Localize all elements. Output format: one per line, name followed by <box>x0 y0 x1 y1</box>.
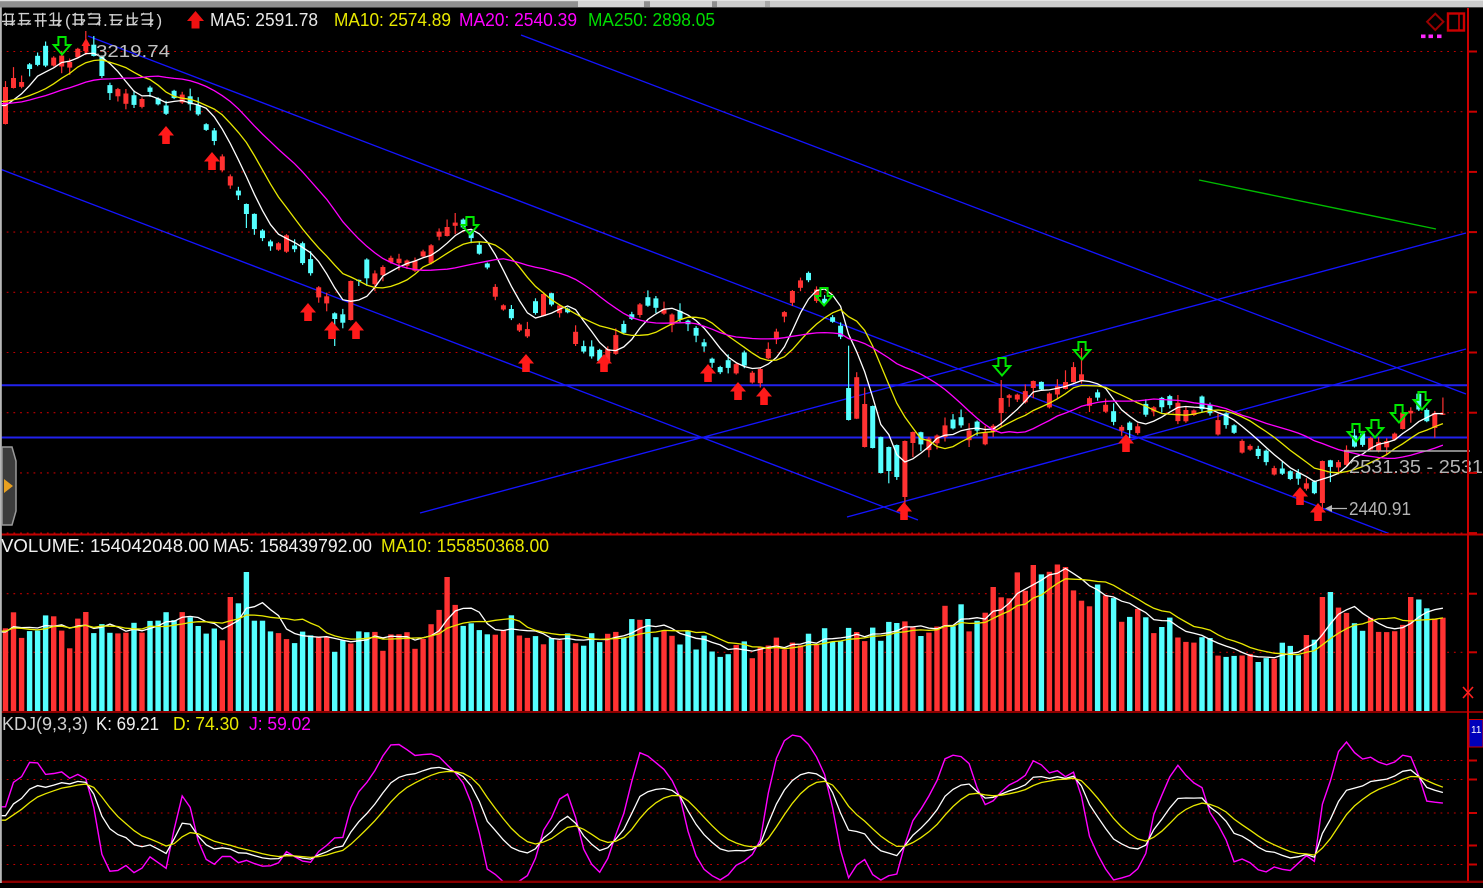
svg-text:MA10: 155850368.00: MA10: 155850368.00 <box>381 536 549 556</box>
svg-text:D: 74.30: D: 74.30 <box>173 714 239 734</box>
svg-text:.: . <box>103 11 108 30</box>
svg-text:VOLUME: 154042048.00: VOLUME: 154042048.00 <box>1 536 209 556</box>
svg-text:J: 59.02: J: 59.02 <box>249 714 311 734</box>
svg-text:3219.74: 3219.74 <box>96 41 170 61</box>
svg-text:MA250: 2898.05: MA250: 2898.05 <box>588 10 715 30</box>
svg-text:MA10: 2574.89: MA10: 2574.89 <box>334 10 451 30</box>
svg-text:KDJ(9,3,3): KDJ(9,3,3) <box>2 714 88 734</box>
svg-text:11: 11 <box>1471 725 1482 736</box>
svg-text:): ) <box>157 11 163 30</box>
svg-text:2531.35 - 2531: 2531.35 - 2531 <box>1349 457 1483 477</box>
svg-text:2440.91: 2440.91 <box>1349 499 1411 519</box>
svg-text:K: 69.21: K: 69.21 <box>96 714 159 734</box>
svg-text:MA20: 2540.39: MA20: 2540.39 <box>459 10 577 30</box>
svg-text:MA5: 2591.78: MA5: 2591.78 <box>210 10 318 30</box>
svg-text:MA5: 158439792.00: MA5: 158439792.00 <box>213 536 372 556</box>
svg-text:(: ( <box>65 11 71 30</box>
